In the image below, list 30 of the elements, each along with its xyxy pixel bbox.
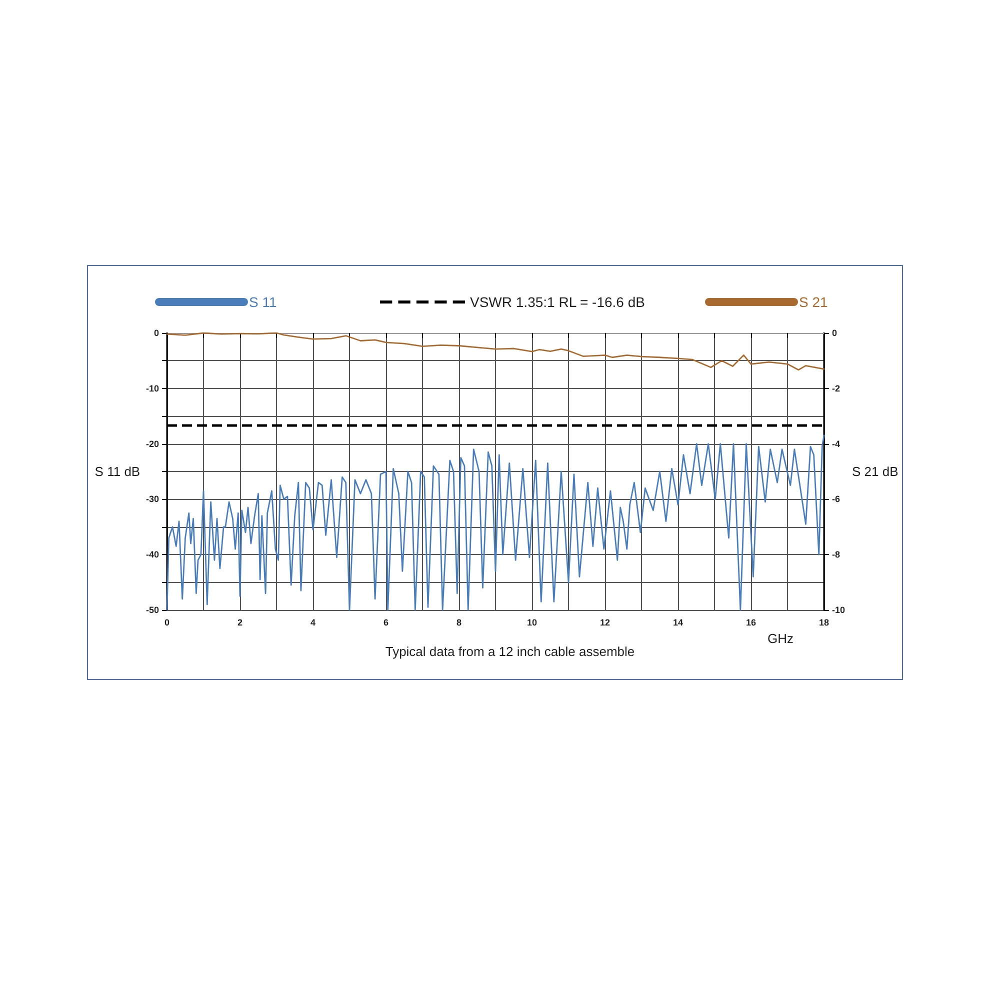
legend-label: VSWR 1.35:1 RL = -16.6 dB: [470, 294, 645, 310]
y-tick-label: -10: [146, 383, 159, 394]
y-axis-title: S 11 dB: [94, 464, 140, 479]
x-tick-label: 0: [164, 618, 170, 628]
y-tick-label: -50: [146, 605, 159, 615]
y2-tick-label: 0: [832, 328, 838, 338]
x-tick-label: 4: [310, 618, 316, 628]
x-tick-label: 6: [383, 618, 389, 628]
text: S 21: [799, 294, 828, 310]
text: S 11: [249, 294, 277, 310]
y-tick-label: 0: [154, 328, 159, 338]
x-tick-label: 14: [672, 618, 684, 628]
y2-tick-label: -6: [832, 494, 840, 504]
x-axis-title: GHz: [768, 631, 794, 646]
y-tick-label: -20: [146, 438, 159, 449]
y-tick-label: -30: [146, 494, 159, 504]
y2-tick-label: -2: [832, 383, 840, 394]
x-tick-label: 12: [600, 618, 610, 628]
y2-tick-label: -4: [832, 438, 840, 449]
text: Typical data from a 12 inch cable assemble: [385, 644, 635, 659]
x-tick-label: 18: [818, 618, 830, 628]
x-tick-label: 10: [526, 618, 538, 628]
line-series: [166, 332, 825, 371]
x-tick-label: 8: [456, 618, 462, 628]
x-tick-label: 16: [746, 618, 756, 628]
y2-axis-title: S 21 dB: [852, 464, 898, 479]
y2-tick-label: -10: [832, 605, 846, 615]
x-tick-label: 2: [237, 618, 243, 628]
y2-tick-label: -8: [832, 550, 840, 560]
y-tick-label: -40: [146, 550, 159, 560]
